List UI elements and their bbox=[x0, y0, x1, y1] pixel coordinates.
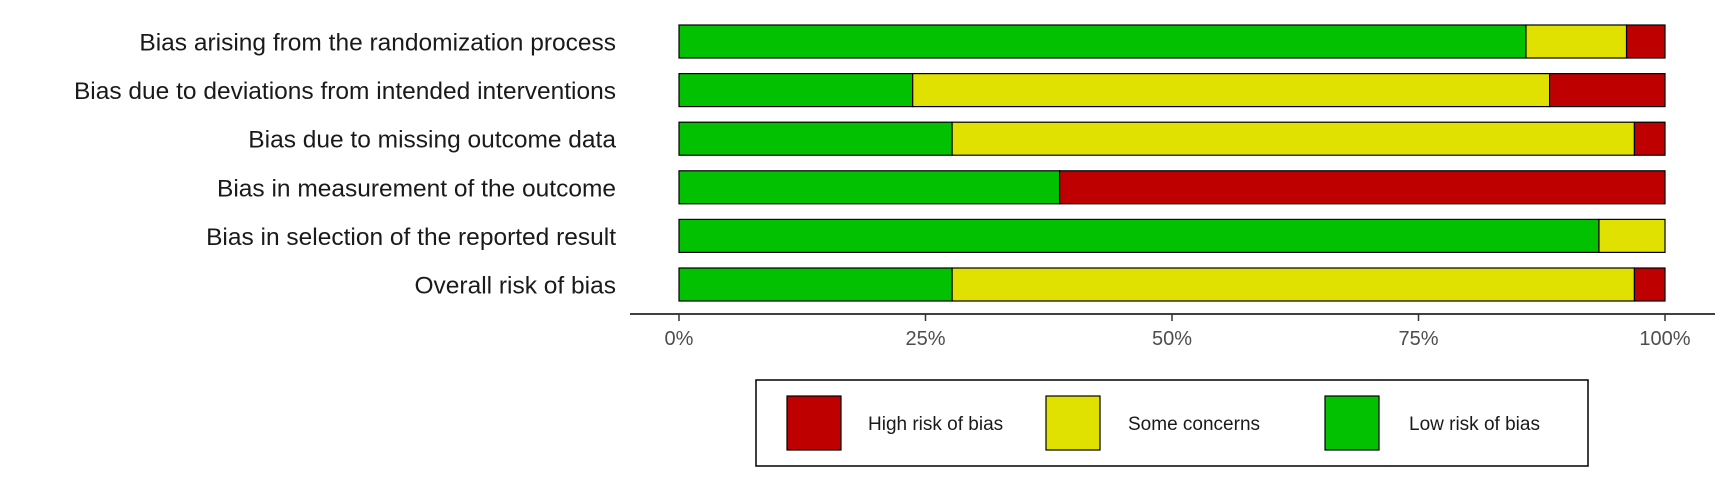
bar-segment bbox=[1549, 72, 1666, 108]
category-label: Bias due to missing outcome data bbox=[248, 127, 616, 154]
category-label: Bias in selection of the reported result bbox=[206, 224, 616, 251]
category-label: Bias arising from the randomization proc… bbox=[139, 30, 616, 57]
bar-row bbox=[678, 267, 1666, 302]
x-tick-label: 75% bbox=[1398, 328, 1438, 350]
legend-key bbox=[1045, 395, 1101, 451]
legend-item: Some concerns bbox=[1045, 395, 1260, 451]
legend-item: Low risk of bias bbox=[1324, 395, 1540, 451]
legend-label: Some concerns bbox=[1128, 414, 1260, 435]
category-label: Overall risk of bias bbox=[414, 273, 616, 300]
legend: High risk of bias Some concerns Low risk o… bbox=[755, 379, 1589, 467]
bar-segment bbox=[678, 24, 1527, 59]
bar-segment bbox=[951, 121, 1636, 156]
bar-segment bbox=[678, 170, 1061, 205]
bar-segment bbox=[678, 218, 1600, 253]
bar-segment bbox=[1625, 24, 1666, 59]
x-tick-label: 100% bbox=[1639, 328, 1690, 350]
legend-label: High risk of bias bbox=[868, 414, 1003, 435]
legend-label: Low risk of bias bbox=[1409, 414, 1540, 435]
bar-row bbox=[678, 24, 1666, 59]
bar-row bbox=[678, 170, 1666, 205]
bar-segment bbox=[912, 72, 1551, 108]
bar-segment bbox=[678, 121, 953, 156]
legend-key bbox=[786, 395, 842, 451]
bar-segment bbox=[678, 72, 914, 108]
legend-key bbox=[1324, 395, 1380, 451]
legend-item: High risk of bias bbox=[786, 395, 1003, 451]
bar-segment bbox=[1525, 24, 1628, 59]
category-label: Bias due to deviations from intended int… bbox=[74, 78, 616, 105]
x-tick-label: 25% bbox=[905, 328, 945, 350]
category-label: Bias in measurement of the outcome bbox=[217, 175, 616, 202]
x-tick-label: 0% bbox=[665, 328, 694, 350]
bar-segment bbox=[1598, 218, 1666, 253]
bar-row bbox=[678, 121, 1666, 156]
bars bbox=[678, 24, 1666, 302]
bar-segment bbox=[951, 267, 1636, 302]
bar-row bbox=[678, 218, 1666, 253]
bar-row bbox=[678, 72, 1666, 108]
x-axis-ticks: 0% 25% 50% 75% 100% bbox=[665, 314, 1691, 350]
bar-segment bbox=[1633, 121, 1666, 156]
x-tick-label: 50% bbox=[1152, 328, 1192, 350]
bar-segment bbox=[1633, 267, 1666, 302]
bar-segment bbox=[1058, 170, 1666, 205]
legend-box bbox=[755, 379, 1589, 467]
category-labels: Bias arising from the randomization proc… bbox=[74, 30, 616, 300]
bar-segment bbox=[678, 267, 953, 302]
